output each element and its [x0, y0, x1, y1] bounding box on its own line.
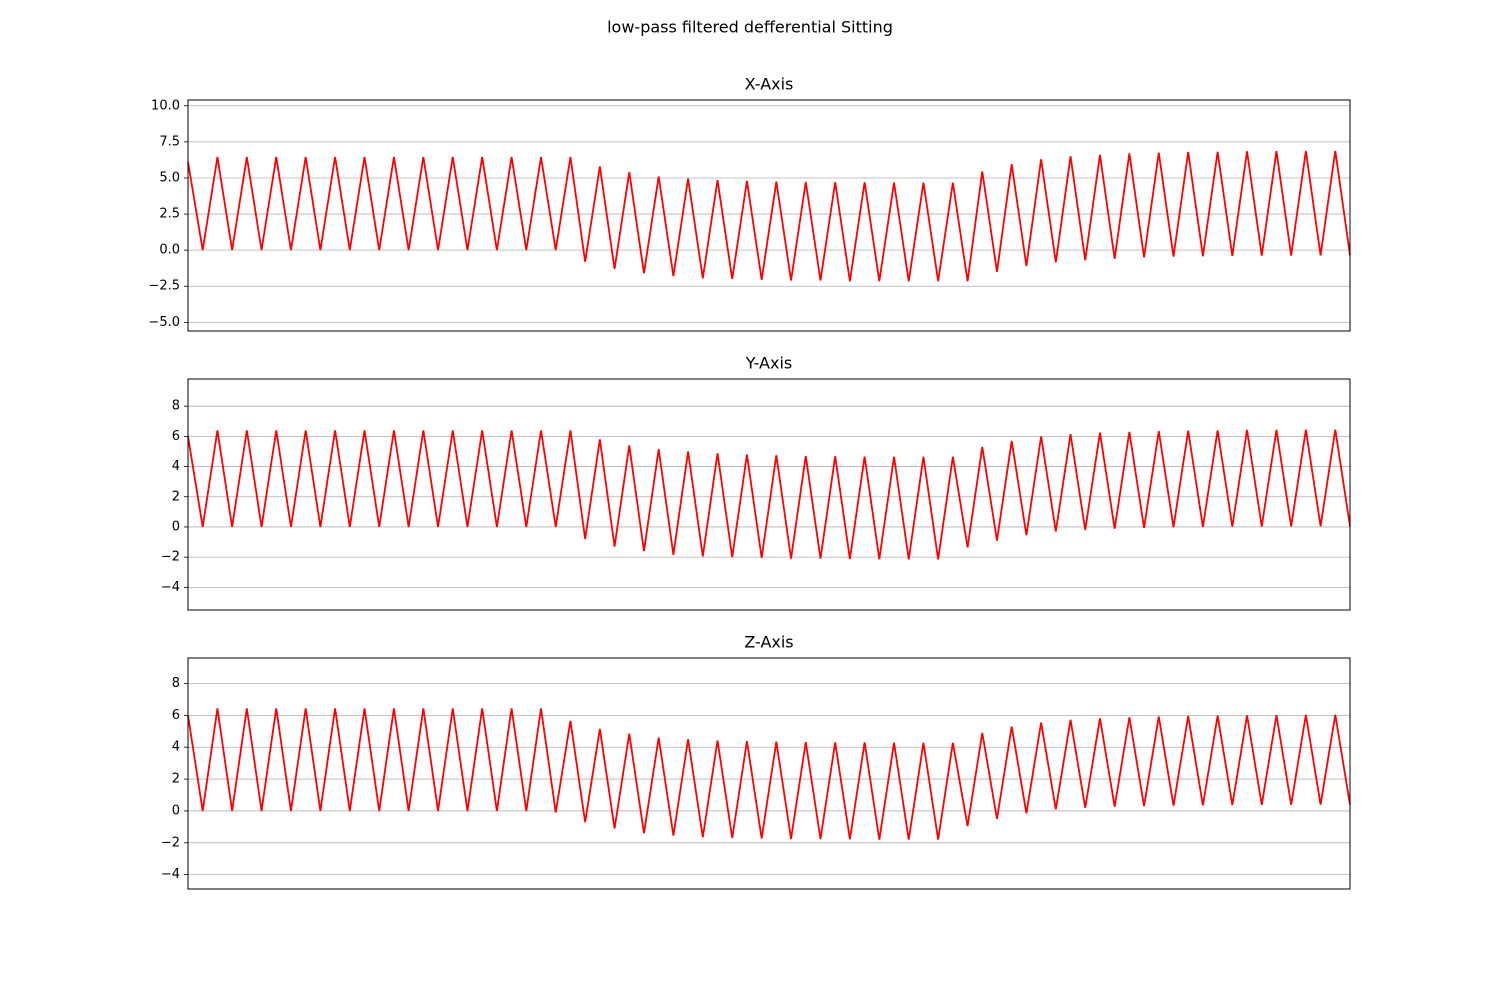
y-tick-label: 5.0	[159, 170, 180, 185]
y-tick-label: 6	[172, 429, 180, 444]
y-tick-label: 4	[172, 740, 180, 755]
y-tick-label: −2.5	[148, 279, 180, 294]
plot-frame	[187, 657, 1351, 890]
y-tick-label: 0	[172, 803, 180, 818]
plot-frame	[187, 99, 1351, 332]
y-tick-label: −4	[161, 580, 180, 595]
y-tick-label: 8	[172, 399, 180, 414]
y-tick-label: 7.5	[159, 134, 180, 149]
subplot-title: X-Axis	[745, 75, 794, 94]
data-line	[187, 429, 1351, 560]
y-tick-label: 10.0	[151, 98, 180, 113]
y-tick-label: 4	[172, 459, 180, 474]
y-tick-label: −5.0	[148, 315, 180, 330]
y-tick-label: 2	[172, 772, 180, 787]
y-tick-label: −2	[161, 550, 180, 565]
figure-title: low-pass filtered defferential Sitting	[607, 18, 893, 37]
y-tick-label: −2	[161, 835, 180, 850]
subplot-title: Y-Axis	[745, 354, 793, 373]
y-tick-label: 2.5	[159, 207, 180, 222]
y-tick-label: 2	[172, 489, 180, 504]
y-tick-label: 0.0	[159, 243, 180, 258]
data-line	[187, 150, 1351, 282]
subplot-title: Z-Axis	[744, 633, 793, 652]
y-tick-label: 8	[172, 676, 180, 691]
plot-frame	[187, 378, 1351, 611]
y-tick-label: 0	[172, 519, 180, 534]
y-tick-label: 6	[172, 708, 180, 723]
y-tick-label: −4	[161, 867, 180, 882]
data-line	[187, 708, 1351, 840]
